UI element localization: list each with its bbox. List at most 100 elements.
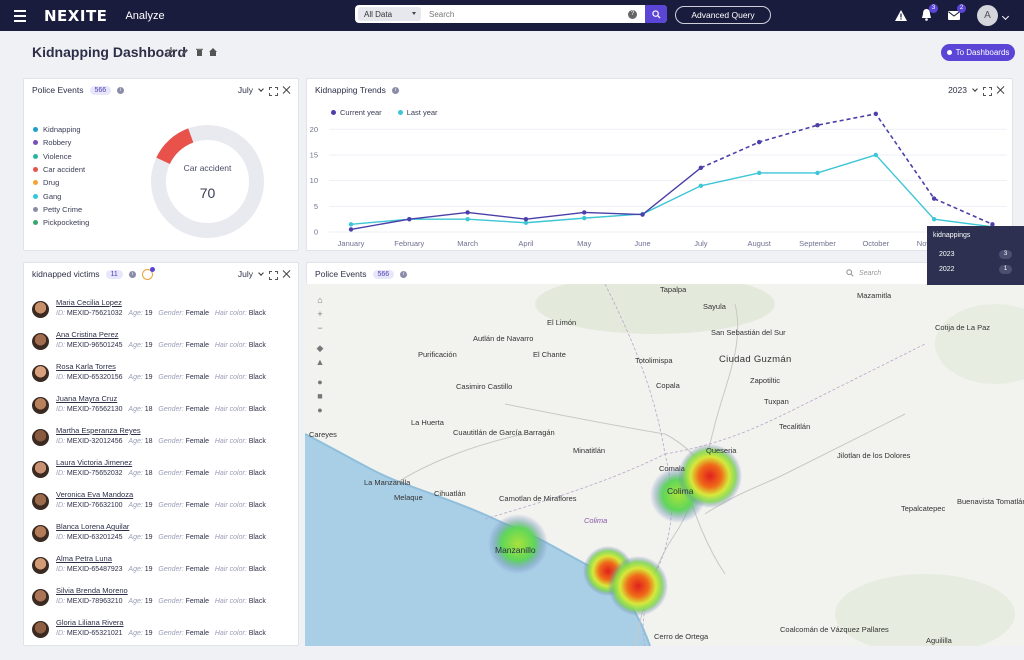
info-icon[interactable]: i [128, 270, 136, 278]
last-year-point[interactable] [815, 170, 820, 176]
current-year-point[interactable] [990, 222, 995, 227]
last-year-point[interactable] [931, 216, 937, 222]
victim-list-item[interactable]: Blanca Lorena Aguilar ID: MEXID-63201245 … [32, 522, 292, 554]
expand-icon[interactable] [269, 270, 278, 280]
victim-name-link[interactable]: Maria Cecilia Lopez [56, 298, 122, 307]
legend-item[interactable]: Car accident [33, 163, 89, 176]
legend-item[interactable]: Robbery [33, 136, 89, 149]
map-search-input[interactable]: Search [846, 266, 926, 280]
info-icon[interactable]: i [400, 270, 408, 278]
layers-icon[interactable]: ◆ [316, 343, 324, 353]
user-alert-icon[interactable] [141, 266, 155, 280]
draw-polygon-icon[interactable]: ▲ [315, 357, 325, 367]
current-year-point[interactable] [931, 196, 937, 201]
legend-current-year[interactable]: Current year [331, 108, 382, 117]
messages-button[interactable]: 2 [947, 4, 966, 22]
victim-name-link[interactable]: Blanca Lorena Aguilar [56, 522, 130, 531]
current-year-point[interactable] [465, 210, 470, 215]
current-year-point[interactable] [523, 216, 529, 222]
module-name[interactable]: Analyze [125, 9, 165, 22]
victim-photo[interactable] [32, 493, 49, 510]
close-icon[interactable] [282, 270, 290, 278]
zoom-in-button[interactable]: + [317, 309, 323, 319]
close-icon[interactable] [282, 86, 290, 94]
advanced-query-button[interactable]: Advanced Query [675, 6, 771, 24]
current-year-point[interactable] [756, 139, 762, 145]
home-icon[interactable] [209, 47, 217, 56]
month-select[interactable]: July [237, 269, 253, 279]
victim-name-link[interactable]: Rosa Karla Torres [56, 362, 116, 371]
victim-photo[interactable] [32, 333, 49, 350]
heatmap-hotspot[interactable] [488, 514, 548, 574]
trends-line-chart[interactable]: 0 5 10 15 20 January February March April May June… [307, 79, 1014, 252]
victim-list-item[interactable]: Ana Cristina Perez ID: MEXID-96501245 Age… [32, 330, 292, 362]
victim-photo[interactable] [32, 365, 49, 382]
victim-list-item[interactable]: Laura Victoria Jimenez ID: MEXID-75652032… [32, 458, 292, 490]
info-icon[interactable]: i [391, 86, 399, 94]
current-year-point[interactable] [873, 111, 878, 117]
victim-photo[interactable] [32, 557, 49, 574]
legend-item[interactable]: Petty Crime [33, 203, 89, 216]
donut-chart[interactable] [150, 124, 265, 239]
victim-list-item[interactable]: Rosa Karla Torres ID: MEXID-65320156 Age:… [32, 362, 292, 394]
victim-photo[interactable] [32, 301, 49, 318]
legend-item[interactable]: Kidnapping [33, 123, 89, 136]
victim-photo[interactable] [32, 525, 49, 542]
legend-item[interactable]: Drug [33, 176, 89, 189]
user-avatar[interactable]: A [977, 5, 998, 26]
chevron-down-icon[interactable] [258, 85, 264, 92]
current-year-point[interactable] [815, 122, 820, 128]
app-logo[interactable]: NEXITE [44, 6, 108, 25]
legend-item[interactable]: Violence [33, 150, 89, 163]
delete-icon[interactable] [195, 47, 203, 56]
year-select[interactable]: 2023 [948, 85, 967, 95]
last-year-point[interactable] [348, 222, 354, 227]
heatmap-hotspot[interactable] [678, 444, 742, 508]
legend-last-year[interactable]: Last year [397, 108, 438, 117]
victim-name-link[interactable]: Gloria Liliana Rivera [56, 618, 124, 627]
last-year-point[interactable] [523, 220, 529, 225]
draw-circle-icon[interactable]: ● [317, 377, 323, 387]
victim-list-item[interactable]: Silvia Brenda Moreno ID: MEXID-78963210 A… [32, 586, 292, 618]
last-year-point[interactable] [698, 183, 704, 188]
victim-name-link[interactable]: Alma Petra Luna [56, 554, 112, 563]
victim-list-item[interactable]: Martha Esperanza Reyes ID: MEXID-32012456… [32, 426, 292, 458]
help-icon[interactable]: ? [628, 9, 637, 19]
month-select[interactable]: July [237, 85, 253, 95]
victim-name-link[interactable]: Martha Esperanza Reyes [56, 426, 141, 435]
victim-photo[interactable] [32, 397, 49, 414]
current-year-point[interactable] [348, 227, 354, 232]
search-scope-select[interactable]: All Data [358, 7, 421, 21]
info-icon[interactable]: i [117, 86, 125, 94]
search-input[interactable]: Search [429, 9, 455, 19]
notifications-button[interactable]: 3 [919, 4, 938, 22]
victim-list-item[interactable]: Alma Petra Luna ID: MEXID-65487923 Age: 1… [32, 554, 292, 586]
menu-icon[interactable] [0, 0, 40, 31]
home-icon[interactable]: ⌂ [317, 295, 323, 305]
last-year-point[interactable] [756, 170, 762, 176]
alert-icon[interactable] [894, 8, 908, 22]
zoom-out-button[interactable]: − [317, 323, 323, 333]
current-year-point[interactable] [582, 210, 587, 215]
last-year-point[interactable] [465, 216, 470, 222]
to-dashboards-button[interactable]: To Dashboards [941, 44, 1015, 61]
victim-name-link[interactable]: Juana Mayra Cruz [56, 394, 118, 403]
map-canvas[interactable]: Tapalpa Mazamitla Sayula El Limón San Se… [305, 284, 1024, 646]
heatmap-hotspot[interactable] [608, 556, 668, 616]
legend-item[interactable]: Gang [33, 189, 89, 202]
victim-list-item[interactable]: Maria Cecilia Lopez ID: MEXID-75621032 Ag… [32, 298, 292, 330]
victim-photo[interactable] [32, 461, 49, 478]
chevron-down-icon[interactable] [258, 269, 264, 276]
draw-rectangle-icon[interactable]: ■ [317, 391, 323, 401]
victim-photo[interactable] [32, 621, 49, 638]
current-year-point[interactable] [640, 212, 645, 217]
last-year-point[interactable] [873, 152, 878, 158]
legend-item[interactable]: Pickpocketing [33, 216, 89, 229]
victim-list-item[interactable]: Juana Mayra Cruz ID: MEXID-76562130 Age: … [32, 394, 292, 426]
victim-list-item[interactable]: Gloria Liliana Rivera ID: MEXID-65321021 … [32, 618, 292, 650]
victim-name-link[interactable]: Veronica Eva Mandoza [56, 490, 134, 499]
search-button[interactable] [645, 5, 667, 23]
donut-slice-car-accident[interactable] [156, 128, 194, 165]
expand-icon[interactable] [983, 86, 992, 96]
victim-name-link[interactable]: Laura Victoria Jimenez [56, 458, 133, 467]
